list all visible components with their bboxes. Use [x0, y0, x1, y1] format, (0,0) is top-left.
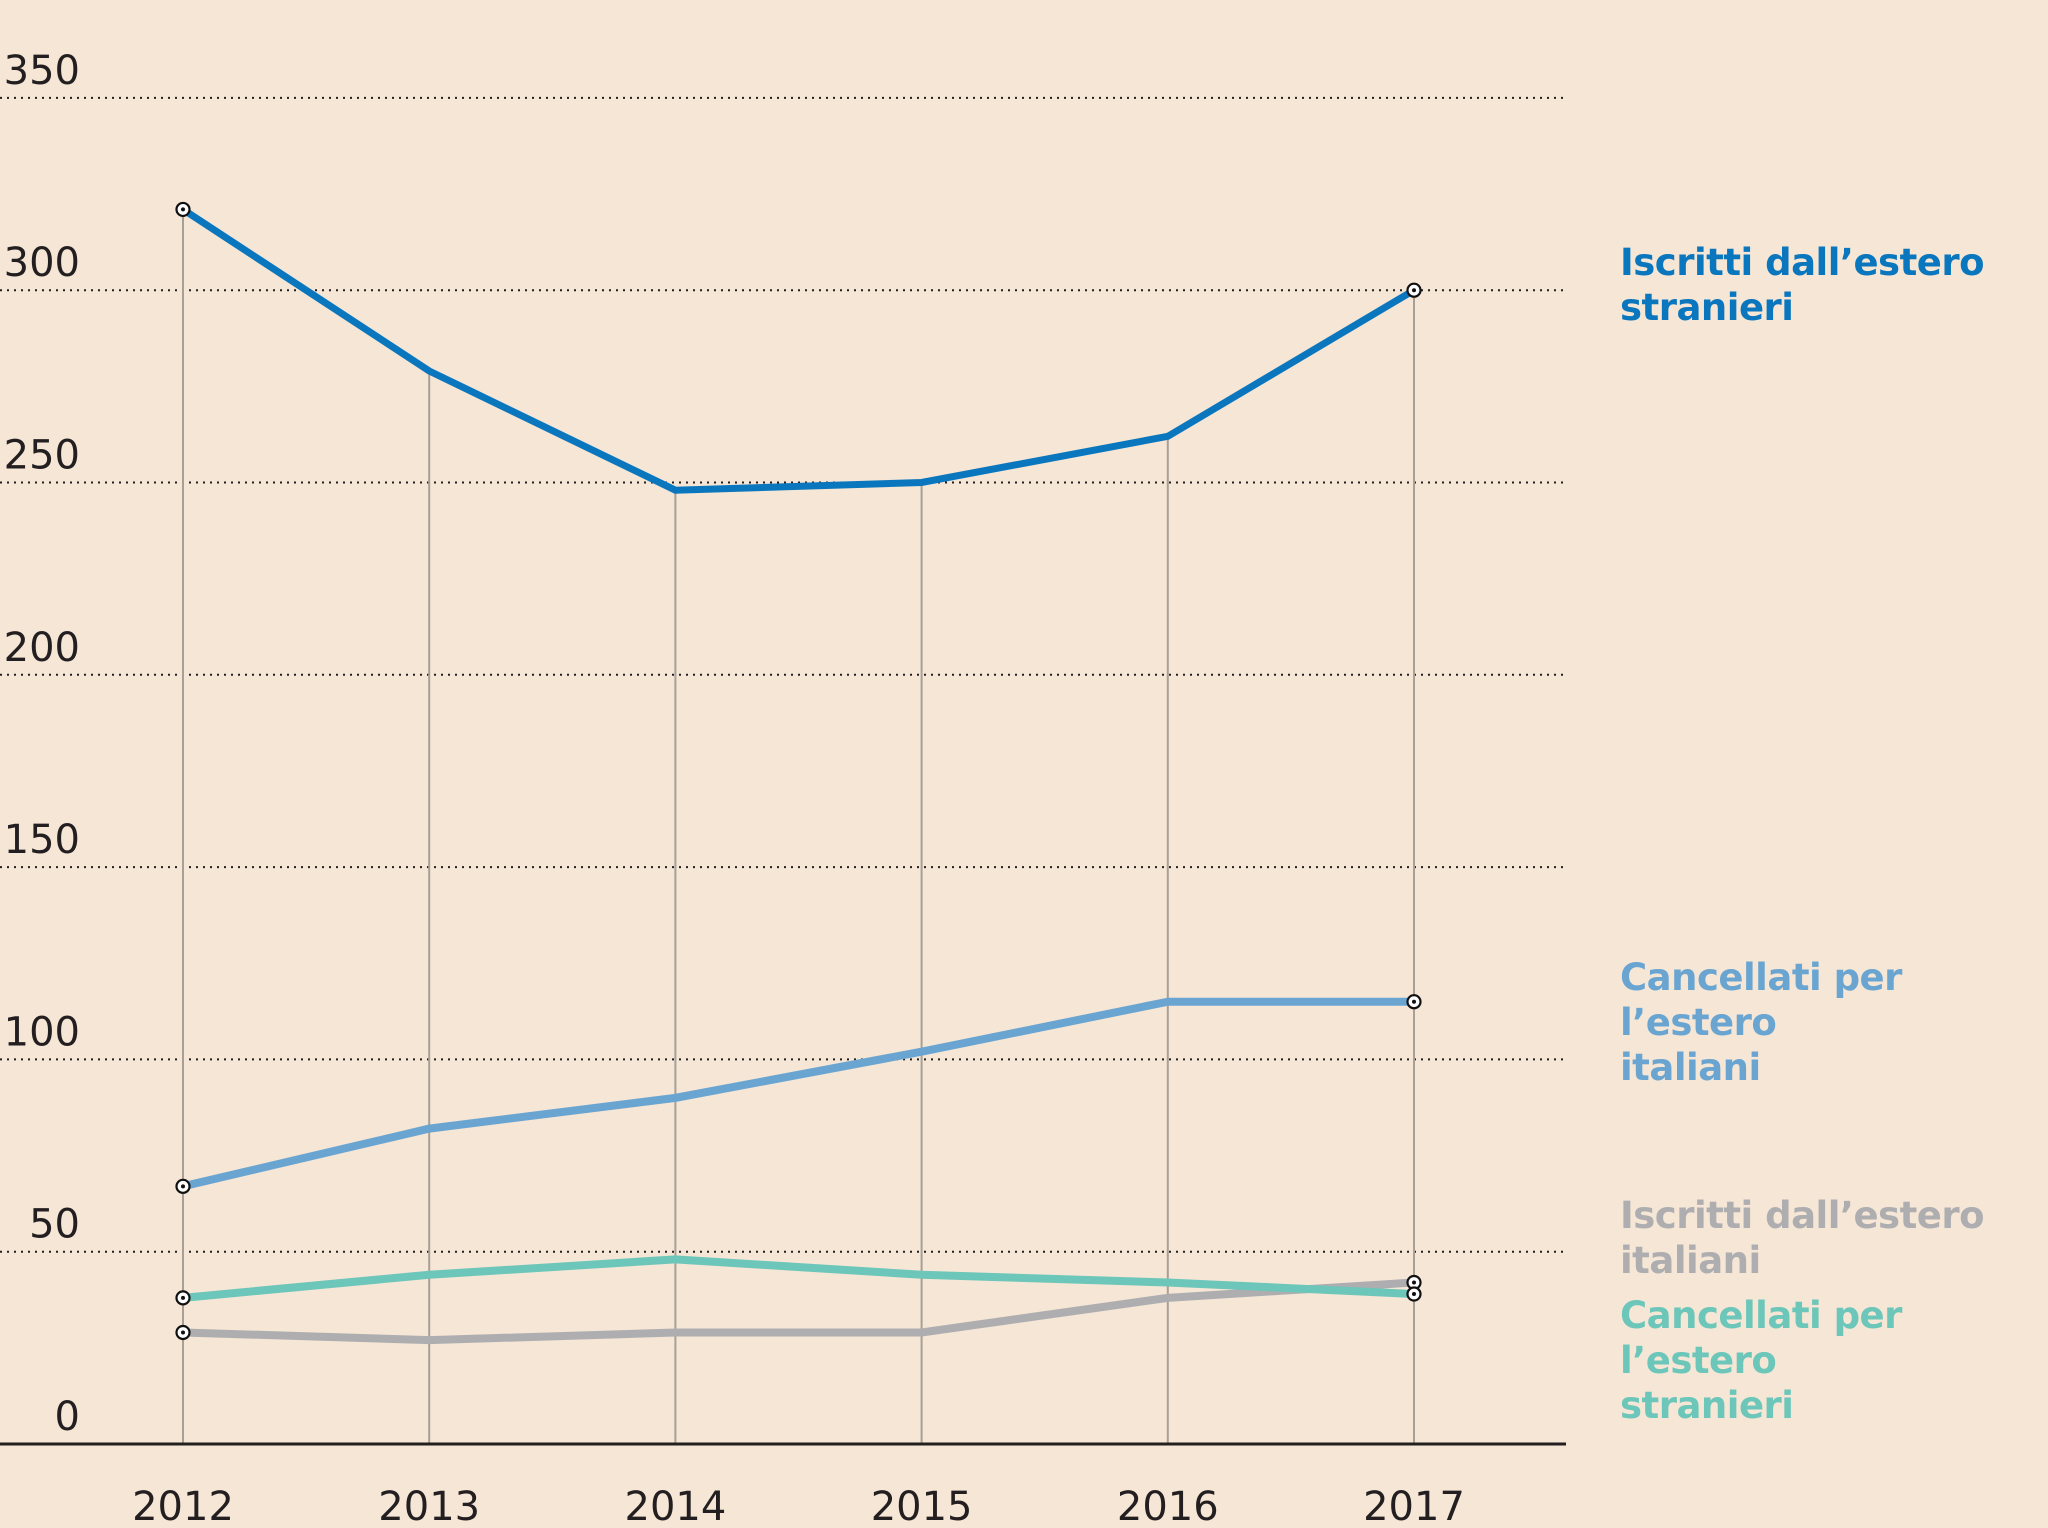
series-markers: [175, 201, 1422, 1341]
y-tick-label: 200: [4, 625, 80, 671]
series-line: [182, 997, 1414, 1191]
y-tick-label: 150: [4, 817, 80, 863]
y-tick-label: 0: [55, 1394, 80, 1440]
data-point-marker-dot: [181, 1184, 185, 1189]
x-tick-label: 2017: [1363, 1484, 1465, 1528]
legend-label-line2: italiani: [1620, 1239, 1761, 1282]
series-lines: [181, 206, 1416, 1345]
y-tick-label: 250: [4, 433, 80, 479]
x-tick-label: 2016: [1117, 1484, 1219, 1528]
legend-label-line1: Iscritti dall’estero: [1620, 1194, 1985, 1237]
legend-label-line2: italiani: [1620, 1046, 1761, 1089]
series-line: [181, 206, 1416, 494]
x-tick-label: 2013: [378, 1484, 480, 1528]
legend-cancellati-stranieri: Cancellati per l’estero stranieri: [1620, 1293, 2048, 1428]
data-point-marker-dot: [181, 1330, 185, 1335]
year-guide-lines: [182, 209, 1415, 1444]
legend-iscritti-stranieri: Iscritti dall’estero stranieri: [1620, 240, 1985, 330]
data-point-marker-dot: [1412, 1292, 1416, 1297]
legend-label-line1: Cancellati per l’estero: [1620, 1294, 1902, 1382]
data-point-marker-dot: [181, 207, 185, 212]
legend-label-line1: Iscritti dall’estero: [1620, 241, 1985, 284]
legend-cancellati-italiani: Cancellati per l’estero italiani: [1620, 955, 2048, 1090]
y-axis-ticks: 0 50 100 150 200 250 300 350: [4, 48, 80, 1440]
y-tick-label: 350: [4, 48, 80, 94]
x-tick-label: 2015: [871, 1484, 973, 1528]
legend-label-line2: stranieri: [1620, 1384, 1794, 1427]
data-point-marker-dot: [181, 1295, 185, 1300]
y-tick-label: 50: [29, 1202, 80, 1248]
x-tick-label: 2014: [625, 1484, 727, 1528]
data-point-marker-dot: [1412, 999, 1416, 1004]
data-point-marker-dot: [1412, 1280, 1416, 1285]
x-tick-label: 2012: [132, 1484, 234, 1528]
x-axis-ticks: 2012 2013 2014 2015 2016 2017: [132, 1484, 1465, 1528]
legend-label-line1: Cancellati per l’estero: [1620, 956, 1902, 1044]
legend-label-line2: stranieri: [1620, 286, 1794, 329]
legend-iscritti-italiani: Iscritti dall’estero italiani: [1620, 1193, 1985, 1283]
y-tick-label: 100: [4, 1009, 80, 1055]
data-point-marker-dot: [1412, 288, 1416, 293]
series-line: [182, 1278, 1415, 1345]
grid-lines: [0, 96, 1566, 1253]
series-line: [182, 1255, 1415, 1302]
y-tick-label: 300: [4, 240, 80, 286]
